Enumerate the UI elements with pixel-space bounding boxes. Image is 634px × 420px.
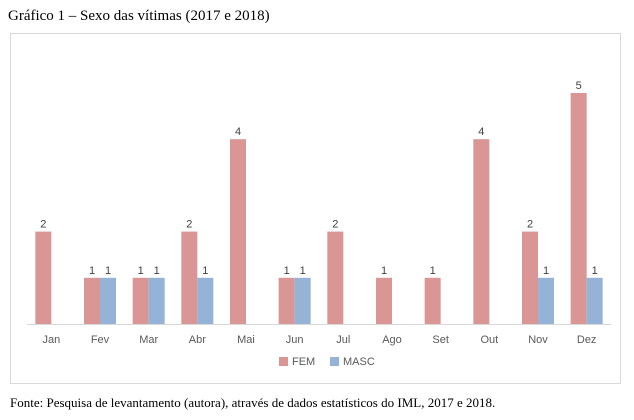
bar-masc-nov [538, 277, 554, 324]
x-tick-label-ago: Ago [382, 334, 402, 346]
legend-swatch-masc [330, 357, 339, 366]
x-tick-labels: Jan Fev Mar Abr Mai Jun Jul Ago Set Out Nov Dez [42, 334, 596, 346]
legend-label-fem: FEM [292, 356, 315, 368]
bar-fem-jul [327, 231, 344, 324]
bar-fem-jun [278, 277, 295, 324]
x-tick-label-jun: Jun [286, 334, 304, 346]
data-label-fem-nov: 2 [527, 219, 533, 231]
data-label-masc-jun: 1 [300, 265, 306, 277]
data-label-fem-jan: 2 [40, 219, 46, 231]
bar-fem-set [424, 277, 441, 324]
data-label-fem-set: 1 [430, 265, 436, 277]
bar-fem-dez [570, 93, 587, 324]
bars-layer [35, 93, 603, 324]
legend-swatch-fem [279, 357, 288, 366]
bar-fem-out [473, 139, 490, 324]
bar-masc-mar [148, 277, 165, 324]
data-label-masc-abr: 1 [202, 265, 208, 277]
bar-fem-jan [35, 231, 52, 324]
bar-fem-mai [230, 139, 246, 324]
data-label-fem-dez: 5 [576, 80, 582, 92]
bar-masc-fev [100, 277, 116, 324]
bar-masc-abr [197, 277, 214, 324]
data-label-fem-jun: 1 [284, 265, 290, 277]
bar-masc-jun [294, 277, 311, 324]
x-tick-label-dez: Dez [577, 334, 597, 346]
x-tick-label-mai: Mai [237, 334, 255, 346]
bar-masc-dez [586, 277, 603, 324]
bar-fem-nov [522, 231, 538, 324]
data-label-masc-dez: 1 [592, 265, 598, 277]
data-label-masc-fev: 1 [105, 265, 111, 277]
x-tick-label-out: Out [480, 334, 498, 346]
bar-fem-abr [181, 231, 198, 324]
data-label-fem-jul: 2 [332, 219, 338, 231]
bar-fem-ago [376, 277, 392, 324]
bar-fem-mar [132, 277, 149, 324]
x-tick-label-mar: Mar [139, 334, 158, 346]
x-tick-label-set: Set [432, 334, 449, 346]
data-label-masc-mar: 1 [154, 265, 160, 277]
x-tick-label-jul: Jul [336, 334, 350, 346]
data-label-fem-out: 4 [478, 126, 484, 138]
data-label-fem-mar: 1 [138, 265, 144, 277]
figure-title: Gráfico 1 – Sexo das vítimas (2017 e 201… [8, 8, 270, 24]
data-label-fem-fev: 1 [89, 265, 95, 277]
data-label-fem-abr: 2 [186, 219, 192, 231]
bar-fem-fev [84, 277, 100, 324]
data-label-fem-mai: 4 [235, 126, 241, 138]
x-tick-label-nov: Nov [528, 334, 548, 346]
data-label-fem-ago: 1 [381, 265, 387, 277]
figure-source: Fonte: Pesquisa de levantamento (autora)… [10, 395, 496, 410]
x-tick-label-fev: Fev [91, 334, 110, 346]
x-tick-label-jan: Jan [42, 334, 60, 346]
data-label-masc-nov: 1 [543, 265, 549, 277]
legend: FEM MASC [279, 356, 375, 368]
legend-label-masc: MASC [343, 356, 375, 368]
x-tick-label-abr: Abr [189, 334, 206, 346]
